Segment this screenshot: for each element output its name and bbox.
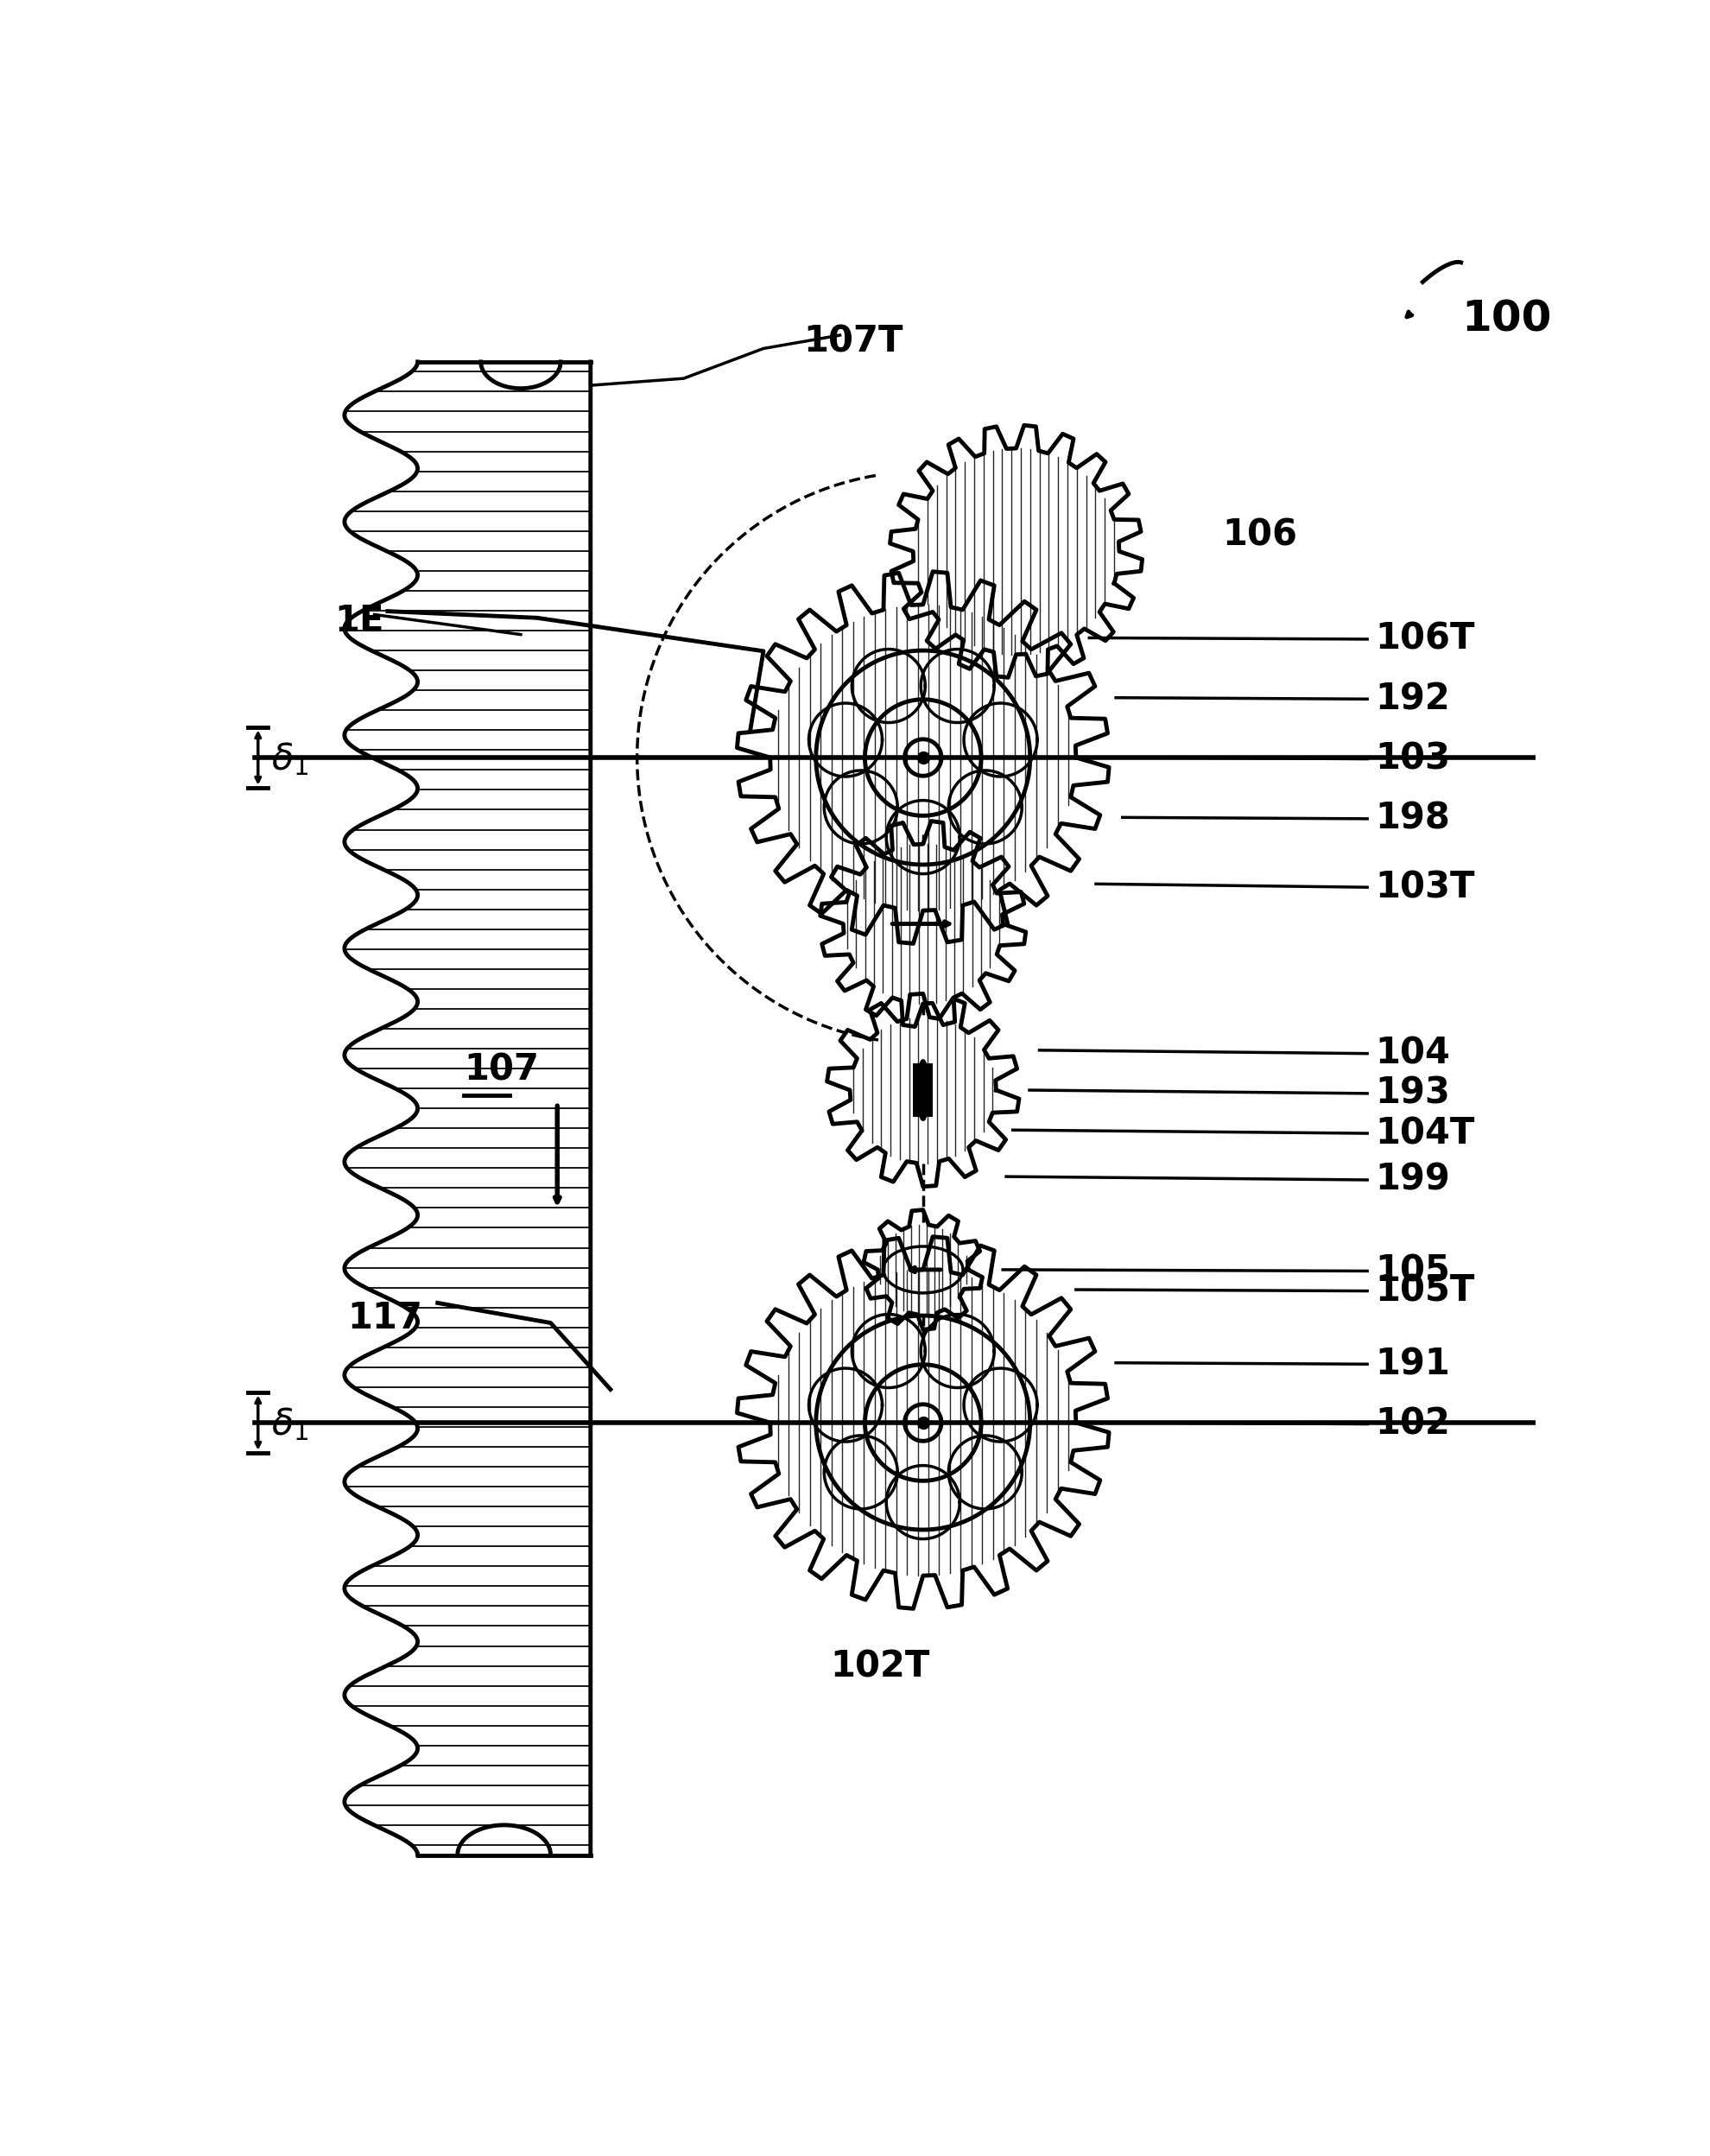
Text: 102: 102: [1375, 1406, 1450, 1442]
Text: 102T: 102T: [829, 1649, 929, 1686]
Bar: [913, 1063, 932, 1117]
Text: 105: 105: [1375, 1253, 1450, 1289]
Text: 104: 104: [1375, 1035, 1450, 1072]
Text: $\delta_1$: $\delta_1$: [272, 1406, 308, 1442]
Text: 105T: 105T: [1375, 1272, 1474, 1309]
Text: 104T: 104T: [1375, 1115, 1474, 1151]
Text: 107: 107: [463, 1052, 539, 1089]
Text: 117: 117: [347, 1300, 422, 1337]
Text: 106: 106: [1221, 517, 1296, 554]
Text: 199: 199: [1375, 1162, 1450, 1199]
Text: 106T: 106T: [1375, 621, 1474, 658]
Text: 193: 193: [1375, 1076, 1450, 1112]
Text: 1E: 1E: [335, 604, 385, 640]
Text: 100: 100: [1460, 300, 1551, 341]
Text: 198: 198: [1375, 800, 1450, 837]
Text: $\delta_1$: $\delta_1$: [272, 740, 308, 778]
Text: 107T: 107T: [804, 323, 903, 360]
Text: 192: 192: [1375, 681, 1450, 718]
Text: 103: 103: [1375, 742, 1450, 776]
Text: 191: 191: [1375, 1345, 1450, 1382]
Text: 103T: 103T: [1375, 869, 1474, 906]
